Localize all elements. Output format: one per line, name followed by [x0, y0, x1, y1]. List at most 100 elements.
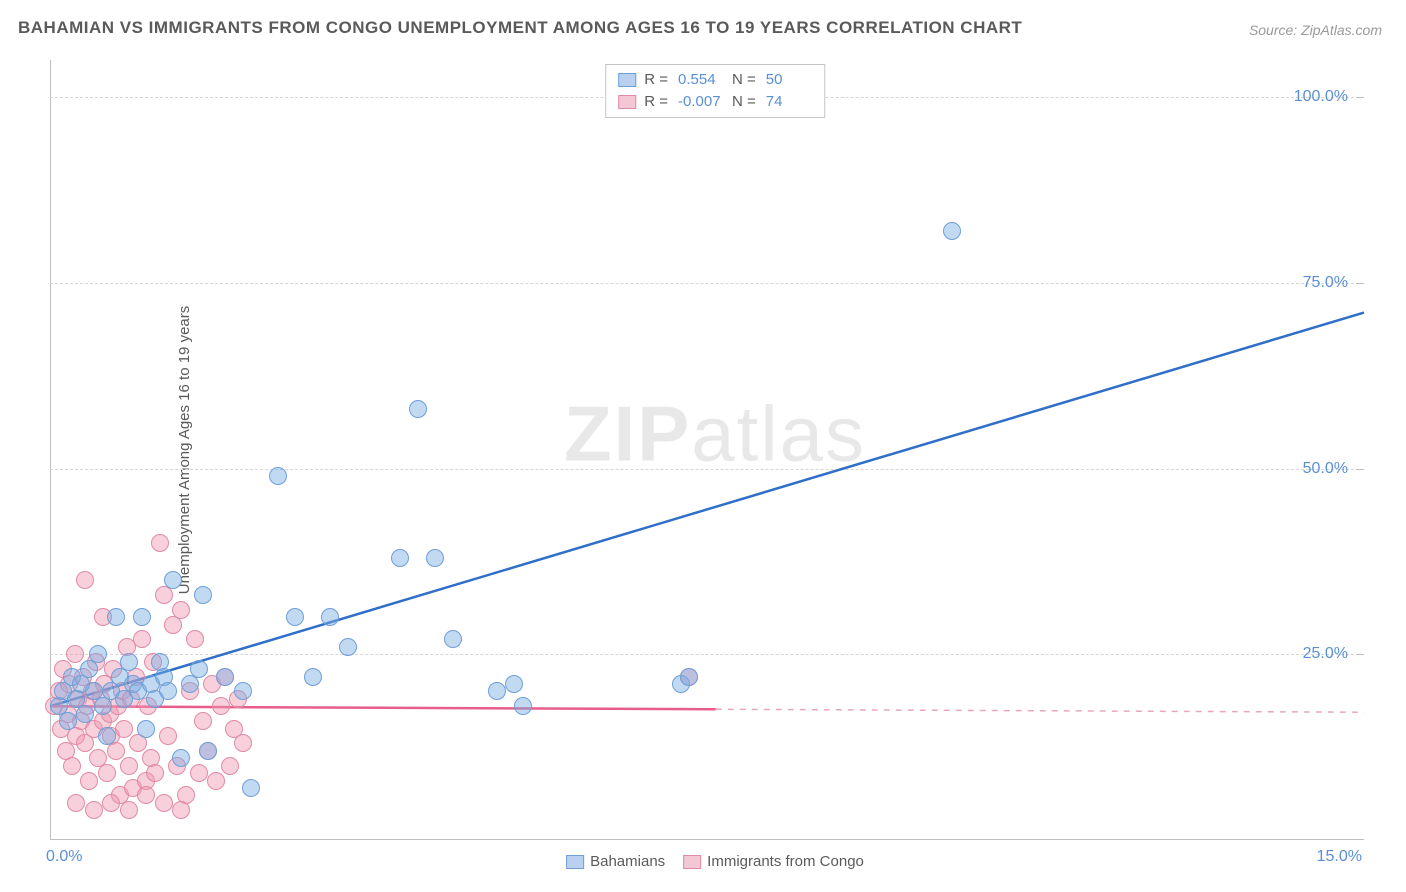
bahamians-point	[59, 712, 77, 730]
bahamians-point	[216, 668, 234, 686]
congo-point	[85, 801, 103, 819]
congo-point	[80, 772, 98, 790]
bahamians-point	[107, 608, 125, 626]
congo-point	[120, 801, 138, 819]
n-value: 50	[766, 69, 812, 91]
bahamians-point	[321, 608, 339, 626]
bahamians-point	[234, 682, 252, 700]
congo-point	[67, 794, 85, 812]
y-tick-label: 100.0%	[1294, 88, 1348, 106]
congo-point	[98, 764, 116, 782]
congo-point	[102, 794, 120, 812]
congo-point	[63, 757, 81, 775]
y-tick-label: 75.0%	[1303, 274, 1348, 292]
source-attribution: Source: ZipAtlas.com	[1249, 22, 1382, 38]
bahamians-point	[514, 697, 532, 715]
bahamians-point	[242, 779, 260, 797]
watermark: ZIPatlas	[564, 389, 866, 480]
x-tick-max: 15.0%	[1317, 848, 1362, 866]
trend-line	[50, 313, 1364, 707]
legend-item-bahamians: Bahamians	[566, 853, 665, 870]
y-axis-label: Unemployment Among Ages 16 to 19 years	[176, 306, 193, 595]
r-value: 0.554	[678, 69, 724, 91]
bahamians-point	[426, 549, 444, 567]
y-tick-mark	[1356, 283, 1364, 284]
n-label: N =	[732, 91, 756, 113]
bahamians-point	[164, 571, 182, 589]
bahamians-point	[194, 586, 212, 604]
gridline	[50, 469, 1364, 470]
bahamians-point	[304, 668, 322, 686]
legend-swatch-icon	[566, 855, 584, 869]
congo-point	[120, 757, 138, 775]
bahamians-point	[133, 608, 151, 626]
congo-point	[76, 571, 94, 589]
bahamians-point	[444, 630, 462, 648]
y-tick-label: 25.0%	[1303, 645, 1348, 663]
r-value: -0.007	[678, 91, 724, 113]
bahamians-point	[286, 608, 304, 626]
bahamians-point	[943, 222, 961, 240]
bahamians-point	[137, 720, 155, 738]
y-tick-mark	[1356, 654, 1364, 655]
congo-point	[194, 712, 212, 730]
bahamians-point	[199, 742, 217, 760]
congo-point	[159, 727, 177, 745]
trend-line	[716, 709, 1364, 712]
congo-point	[207, 772, 225, 790]
bahamians-point	[680, 668, 698, 686]
trend-lines	[50, 60, 1380, 840]
y-tick-label: 50.0%	[1303, 460, 1348, 478]
y-tick-mark	[1356, 97, 1364, 98]
legend-swatch-icon	[683, 855, 701, 869]
congo-point	[66, 645, 84, 663]
bahamians-point	[409, 400, 427, 418]
bahamians-point	[76, 705, 94, 723]
x-tick-min: 0.0%	[46, 848, 82, 866]
correlation-legend: R = 0.554 N = 50 R = -0.007 N = 74	[605, 64, 825, 118]
congo-point	[186, 630, 204, 648]
bahamians-point	[269, 467, 287, 485]
congo-point	[146, 764, 164, 782]
bahamians-point	[120, 653, 138, 671]
bahamians-point	[89, 645, 107, 663]
bahamians-point	[159, 682, 177, 700]
congo-point	[155, 794, 173, 812]
congo-point	[133, 630, 151, 648]
r-label: R =	[644, 91, 668, 113]
watermark-zip: ZIP	[564, 390, 691, 478]
congo-point	[221, 757, 239, 775]
series-legend: Bahamians Immigrants from Congo	[566, 853, 864, 870]
legend-label: Immigrants from Congo	[707, 853, 864, 870]
legend-swatch-icon	[618, 95, 636, 109]
bahamians-point	[339, 638, 357, 656]
bahamians-point	[391, 549, 409, 567]
congo-point	[151, 534, 169, 552]
bahamians-point	[488, 682, 506, 700]
congo-point	[137, 786, 155, 804]
legend-row-bahamians: R = 0.554 N = 50	[618, 69, 812, 91]
congo-point	[190, 764, 208, 782]
r-label: R =	[644, 69, 668, 91]
congo-point	[234, 734, 252, 752]
legend-item-congo: Immigrants from Congo	[683, 853, 864, 870]
legend-label: Bahamians	[590, 853, 665, 870]
bahamians-point	[98, 727, 116, 745]
chart-title: BAHAMIAN VS IMMIGRANTS FROM CONGO UNEMPL…	[18, 18, 1022, 38]
gridline	[50, 283, 1364, 284]
congo-point	[172, 801, 190, 819]
congo-point	[212, 697, 230, 715]
n-value: 74	[766, 91, 812, 113]
bahamians-point	[190, 660, 208, 678]
x-axis-line	[50, 839, 1364, 840]
watermark-atlas: atlas	[691, 390, 866, 478]
congo-point	[172, 601, 190, 619]
gridline	[50, 654, 1364, 655]
legend-row-congo: R = -0.007 N = 74	[618, 91, 812, 113]
congo-point	[115, 720, 133, 738]
legend-swatch-icon	[618, 73, 636, 87]
n-label: N =	[732, 69, 756, 91]
y-tick-mark	[1356, 469, 1364, 470]
y-axis-line	[50, 60, 51, 840]
bahamians-point	[172, 749, 190, 767]
